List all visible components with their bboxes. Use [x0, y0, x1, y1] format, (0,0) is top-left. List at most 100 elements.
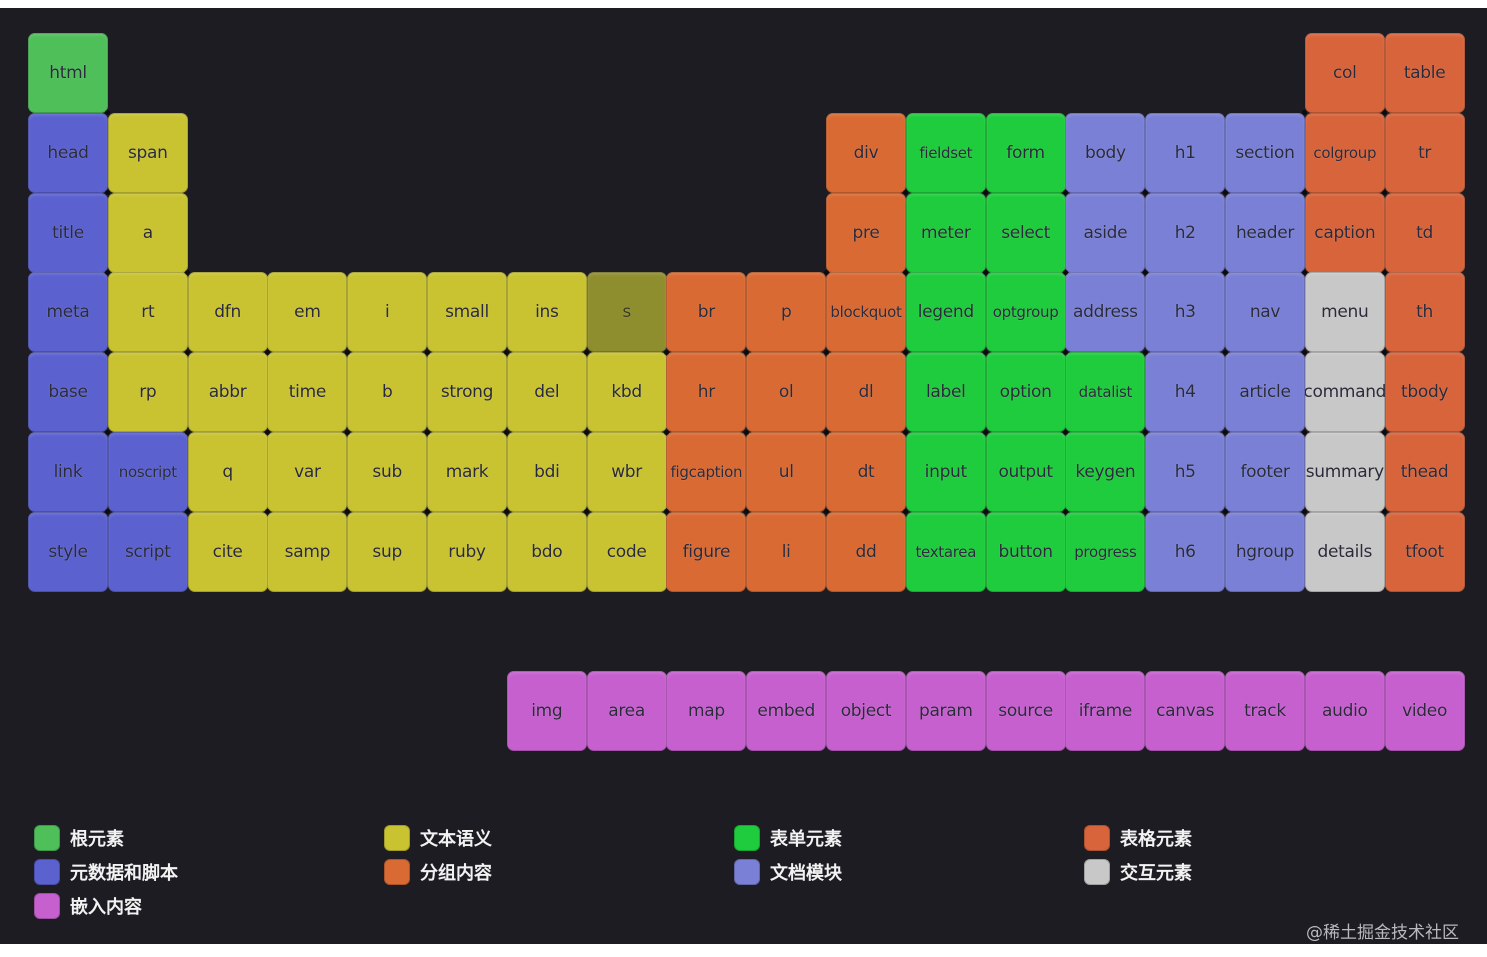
element-tile-label: label: [905, 352, 986, 433]
element-tile-caption: caption: [1304, 192, 1385, 273]
grid-dot: [504, 509, 510, 515]
element-tile-address: address: [1065, 272, 1146, 353]
element-tile-img: img: [506, 671, 587, 752]
legend-item-text: 文本语义: [384, 824, 492, 852]
grid-dot: [105, 509, 111, 515]
element-tile-code: code: [586, 511, 667, 592]
element-tile-hr: hr: [666, 352, 747, 433]
element-tile-iframe: iframe: [1065, 671, 1146, 752]
grid-dot: [1062, 349, 1068, 355]
element-tile-footer: footer: [1225, 432, 1305, 512]
grid-dot: [1302, 349, 1308, 355]
grid-dot: [1222, 509, 1228, 515]
element-tile-base: base: [28, 352, 108, 433]
element-tile-textarea: textarea: [905, 511, 986, 592]
grid-dot: [1382, 509, 1388, 515]
element-tile-ol: ol: [746, 352, 827, 433]
element-tile-input: input: [905, 432, 986, 512]
element-tile-legend: legend: [905, 272, 986, 353]
element-tile-object: object: [826, 671, 906, 752]
grid-dot: [185, 349, 191, 355]
grid-dot: [584, 509, 590, 515]
element-tile-dl: dl: [826, 352, 906, 433]
grid-dot: [1062, 190, 1068, 196]
grid-dot: [1382, 349, 1388, 355]
grid-dot: [264, 349, 270, 355]
element-tile-tr: tr: [1384, 112, 1465, 193]
element-tile-noscript: noscript: [107, 432, 188, 512]
legend-item-root: 根元素: [34, 824, 124, 852]
grid-dot: [823, 269, 829, 275]
element-tile-blockquot: blockquot: [826, 272, 906, 353]
element-tile-h6: h6: [1145, 511, 1226, 592]
element-tile-em: em: [267, 272, 348, 353]
element-tile-h4: h4: [1145, 352, 1226, 433]
element-tile-col: col: [1304, 33, 1385, 113]
legend-swatch: [1084, 825, 1110, 851]
grid-dot: [1382, 190, 1388, 196]
grid-dot: [105, 349, 111, 355]
element-tile-audio: audio: [1304, 671, 1385, 752]
grid-dot: [344, 509, 350, 515]
grid-dot: [1062, 509, 1068, 515]
element-tile-body: body: [1065, 112, 1146, 193]
grid-dot: [105, 190, 111, 196]
grid-dot: [1382, 269, 1388, 275]
element-tile-style: style: [28, 511, 108, 592]
grid-dot: [983, 269, 989, 275]
element-tile-dfn: dfn: [187, 272, 268, 353]
element-tile-cite: cite: [187, 511, 268, 592]
grid-dot: [983, 190, 989, 196]
element-tile-button: button: [985, 511, 1066, 592]
element-tile-summary: summary: [1304, 432, 1385, 512]
grid-dot: [1302, 269, 1308, 275]
legend-swatch: [34, 893, 60, 919]
element-tile-figure: figure: [666, 511, 747, 592]
element-tile-select: select: [985, 192, 1066, 273]
element-tile-p: p: [746, 272, 827, 353]
grid-dot: [1222, 349, 1228, 355]
grid-dot: [1222, 429, 1228, 435]
element-tile-h5: h5: [1145, 432, 1226, 512]
grid-dot: [1302, 190, 1308, 196]
grid-dot: [903, 269, 909, 275]
element-tile-fieldset: fieldset: [905, 112, 986, 193]
grid-dot: [584, 429, 590, 435]
grid-dot: [983, 349, 989, 355]
grid-dot: [983, 509, 989, 515]
legend-label: 分组内容: [420, 863, 492, 884]
element-tile-canvas: canvas: [1145, 671, 1226, 752]
element-tile-li: li: [746, 511, 827, 592]
element-tile-hgroup: hgroup: [1225, 511, 1305, 592]
legend-swatch: [734, 825, 760, 851]
element-tile-bdi: bdi: [506, 432, 587, 512]
grid-dot: [264, 509, 270, 515]
grid-dot: [1062, 429, 1068, 435]
grid-dot: [823, 349, 829, 355]
legend-item-embedded: 嵌入内容: [34, 892, 142, 920]
element-tile-b: b: [347, 352, 428, 433]
element-tile-h3: h3: [1145, 272, 1226, 353]
grid-dot: [743, 509, 749, 515]
element-tile-rt: rt: [107, 272, 188, 353]
element-tile-samp: samp: [267, 511, 348, 592]
element-tile-section: section: [1225, 112, 1305, 193]
element-tile-i: i: [347, 272, 428, 353]
legend-label: 表单元素: [770, 829, 842, 850]
element-tile-ruby: ruby: [427, 511, 507, 592]
element-tile-video: video: [1384, 671, 1465, 752]
grid-dot: [1142, 429, 1148, 435]
element-tile-option: option: [985, 352, 1066, 433]
element-tile-keygen: keygen: [1065, 432, 1146, 512]
grid-dot: [1302, 429, 1308, 435]
element-tile-param: param: [905, 671, 986, 752]
grid-dot: [1142, 509, 1148, 515]
grid-dot: [1222, 269, 1228, 275]
legend-item-interactive: 交互元素: [1084, 858, 1192, 886]
grid-dot: [663, 349, 669, 355]
legend-item-forms: 表单元素: [734, 824, 842, 852]
grid-dot: [823, 509, 829, 515]
element-tile-var: var: [267, 432, 348, 512]
element-tile-datalist: datalist: [1065, 352, 1146, 433]
grid-dot: [504, 429, 510, 435]
